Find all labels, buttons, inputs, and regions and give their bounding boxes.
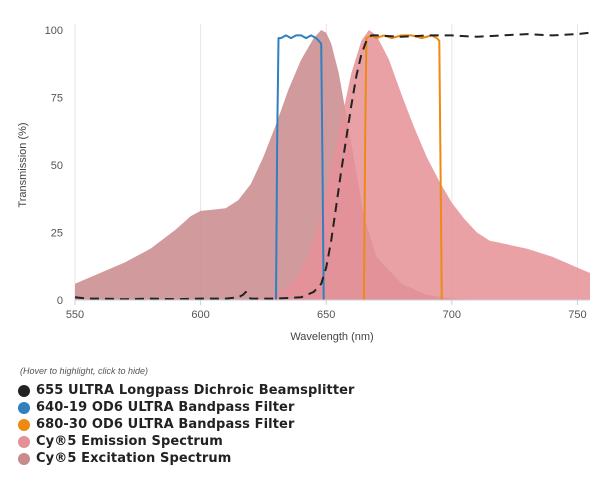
y-tick-label: 100: [45, 25, 63, 37]
legend-swatch-dot: [18, 452, 30, 465]
y-tick-label: 0: [57, 295, 63, 307]
series-area-cy-5-emission-spectrum[interactable]: [250, 30, 590, 300]
series-line-680-30-od6-ultra-bandpass-filter[interactable]: [362, 34, 443, 301]
legend-item-label: 680-30 OD6 ULTRA Bandpass Filter: [36, 417, 295, 432]
y-tick-label: 75: [51, 93, 63, 105]
legend-item-label: Cy®5 Excitation Spectrum: [36, 451, 232, 466]
legend-item-longpass-dichroic[interactable]: 655 ULTRA Longpass Dichroic Beamsplitter: [18, 382, 578, 399]
x-tick-label: 650: [317, 309, 335, 321]
y-tick-label: 25: [51, 228, 63, 240]
y-tick-label: 50: [51, 160, 63, 172]
legend-item-label: Cy®5 Emission Spectrum: [36, 434, 223, 449]
legend-swatch-dot: [18, 418, 30, 431]
legend-item-cy5-excitation[interactable]: Cy®5 Excitation Spectrum: [18, 450, 578, 467]
x-tick-label: 750: [568, 309, 586, 321]
series-line-655-ultra-longpass-dichroic-beamsplitter[interactable]: [74, 31, 591, 301]
x-tick-label: 600: [191, 309, 209, 321]
x-tick-label: 550: [66, 309, 84, 321]
legend-swatch-dot: [18, 384, 30, 397]
legend-item-cy5-emission[interactable]: Cy®5 Emission Spectrum: [18, 433, 578, 450]
legend-swatch-dot: [18, 435, 30, 448]
legend-item-label: 640-19 OD6 ULTRA Bandpass Filter: [36, 400, 295, 415]
y-axis-ticks: 0 25 50 75 100: [45, 25, 63, 307]
plot-area: [74, 30, 591, 301]
legend-item-label: 655 ULTRA Longpass Dichroic Beamsplitter: [36, 383, 355, 398]
x-axis-ticks: 550 600 650 700 750: [66, 300, 587, 321]
x-tick-label: 700: [443, 309, 461, 321]
legend-item-640-19-bandpass[interactable]: 640-19 OD6 ULTRA Bandpass Filter: [18, 399, 578, 416]
legend-swatch-dot: [18, 401, 30, 414]
x-axis-title: Wavelength (nm): [290, 331, 373, 343]
legend-hint: (Hover to highlight, click to hide): [20, 366, 149, 376]
spectrum-chart: 550 600 650 700 750 0 25 50 75 100 Wavelength (n…: [17, 24, 591, 343]
y-axis-title: Transmission (%): [17, 122, 29, 207]
series-line-640-19-od6-ultra-bandpass-filter[interactable]: [275, 34, 325, 301]
legend: (Hover to highlight, click to hide) 655 …: [18, 366, 578, 467]
legend-item-680-30-bandpass[interactable]: 680-30 OD6 ULTRA Bandpass Filter: [18, 416, 578, 433]
